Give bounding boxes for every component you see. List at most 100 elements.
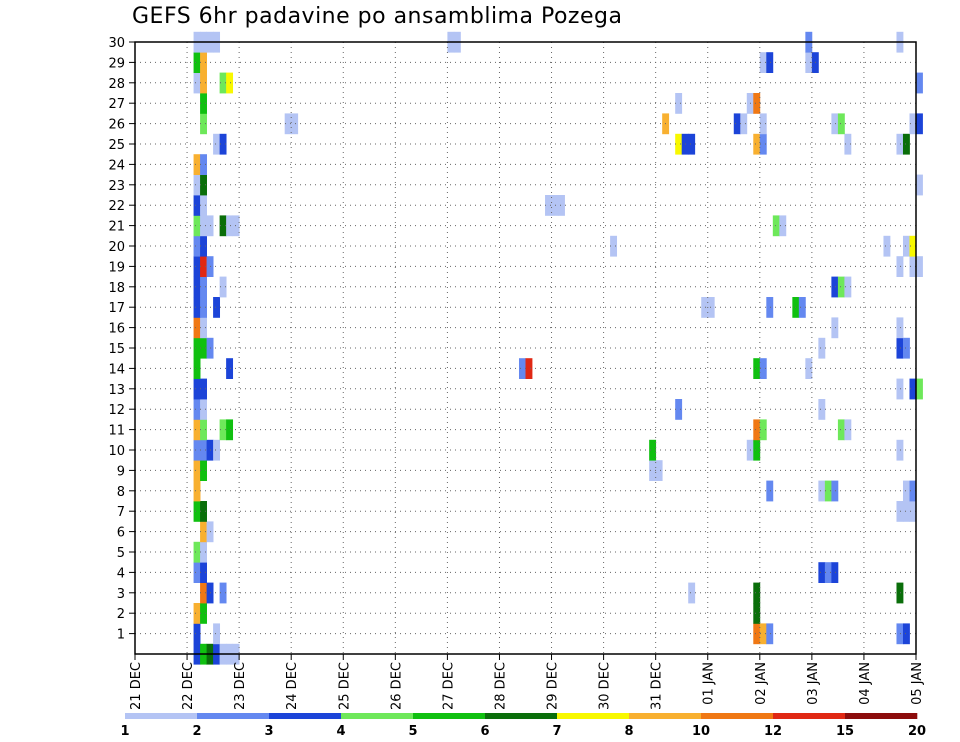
heatmap-cell xyxy=(896,337,904,359)
y-tick-label: 17 xyxy=(108,301,125,316)
heatmap-cell xyxy=(232,215,240,237)
cells-layer xyxy=(193,31,923,665)
heatmap-cell xyxy=(688,582,696,604)
colorbar-label: 7 xyxy=(552,724,561,739)
heatmap-cell xyxy=(193,439,201,461)
heatmap-cell xyxy=(193,501,201,522)
heatmap-cell xyxy=(753,603,761,624)
heatmap-cell xyxy=(193,378,201,400)
heatmap-cell xyxy=(831,276,839,298)
colorbar-swatch xyxy=(125,713,198,719)
heatmap-cell xyxy=(200,460,207,481)
grid-layer xyxy=(135,41,916,654)
heatmap-cell xyxy=(837,113,845,135)
heatmap-cell xyxy=(200,317,207,339)
y-tick-label: 10 xyxy=(108,444,125,459)
heatmap-cell xyxy=(200,154,207,175)
heatmap-cell xyxy=(193,276,201,298)
y-tick-label: 30 xyxy=(108,36,125,51)
heatmap-cell xyxy=(909,480,917,502)
y-tick-label: 14 xyxy=(108,362,125,377)
y-tick-label: 25 xyxy=(108,138,125,153)
x-tick-label: 30 DEC xyxy=(598,662,613,710)
heatmap-cell xyxy=(753,358,761,379)
y-tick-label: 20 xyxy=(108,240,125,255)
heatmap-cell xyxy=(896,582,904,604)
x-tick-label: 29 DEC xyxy=(546,662,561,710)
heatmap-cell xyxy=(902,480,910,502)
heatmap-cell xyxy=(610,235,618,257)
heatmap-cell xyxy=(193,358,201,379)
heatmap-cell xyxy=(844,419,852,441)
x-axis: 21 DEC 22 DEC 23 DEC 24 DEC 25 DEC 26 DEC 27 D… xyxy=(129,654,925,710)
heatmap-cell xyxy=(193,399,201,420)
heatmap-cell xyxy=(902,235,910,257)
x-tick-label: 28 DEC xyxy=(493,662,508,710)
x-tick-label: 22 DEC xyxy=(181,662,196,710)
heatmap-cell xyxy=(798,297,806,318)
y-tick-label: 12 xyxy=(108,403,125,418)
heatmap-cell xyxy=(753,419,761,441)
y-tick-label: 29 xyxy=(108,56,125,71)
heatmap-cell xyxy=(200,113,207,135)
colorbar-label: 1 xyxy=(120,724,129,739)
colorbar-label: 4 xyxy=(336,724,345,739)
heatmap-cell xyxy=(200,439,207,461)
heatmap-cell xyxy=(193,603,201,624)
heatmap-cell xyxy=(902,337,910,359)
heatmap-cell xyxy=(759,113,767,135)
heatmap-cell xyxy=(193,480,201,502)
heatmap-cell xyxy=(193,256,201,277)
heatmap-cell xyxy=(291,113,299,135)
heatmap-cell xyxy=(200,276,207,298)
heatmap-cell xyxy=(909,378,917,400)
colorbar-swatch xyxy=(557,713,630,719)
y-tick-label: 6 xyxy=(117,526,125,541)
heatmap-cell xyxy=(193,562,201,583)
heatmap-cell xyxy=(213,439,221,461)
heatmap-cell xyxy=(818,399,826,420)
colorbar-label: 15 xyxy=(836,724,854,739)
heatmap-cell xyxy=(200,52,207,73)
y-tick-label: 5 xyxy=(117,546,125,561)
x-tick-label: 05 JAN xyxy=(910,662,925,705)
heatmap-cell xyxy=(844,276,852,298)
y-tick-label: 4 xyxy=(117,566,125,581)
heatmap-cell xyxy=(766,297,774,318)
heatmap-cell xyxy=(805,52,813,73)
colorbar-swatch xyxy=(269,713,342,719)
heatmap-cell xyxy=(200,72,207,94)
heatmap-cell xyxy=(200,215,207,237)
heatmap-cell xyxy=(896,133,904,155)
heatmap-cell xyxy=(916,72,923,94)
heatmap-cell xyxy=(213,133,221,155)
heatmap-cell xyxy=(916,256,923,277)
heatmap-cell xyxy=(200,195,207,216)
colorbar-swatch xyxy=(701,713,774,719)
heatmap-cell xyxy=(759,52,767,73)
colorbar-swatch xyxy=(773,713,846,719)
heatmap-cell xyxy=(831,317,839,339)
y-tick-label: 19 xyxy=(108,260,125,275)
heatmap-cell xyxy=(733,113,741,135)
x-tick-label: 04 JAN xyxy=(858,662,873,705)
colorbar-label: 10 xyxy=(692,724,710,739)
x-tick-label: 03 JAN xyxy=(806,662,821,705)
heatmap-cell xyxy=(219,419,227,441)
heatmap-cell xyxy=(193,52,201,73)
x-tick-label: 27 DEC xyxy=(441,662,456,710)
heatmap-cell xyxy=(824,562,832,583)
heatmap-cell xyxy=(219,72,227,94)
heatmap-cell xyxy=(655,460,663,481)
heatmap-cell xyxy=(805,358,813,379)
heatmap-cell xyxy=(844,133,852,155)
heatmap-cell xyxy=(525,358,533,379)
heatmap-cell xyxy=(193,215,201,237)
y-tick-label: 2 xyxy=(117,607,125,622)
x-tick-label: 02 JAN xyxy=(754,662,769,705)
heatmap-cell xyxy=(193,623,201,645)
x-tick-label: 21 DEC xyxy=(129,662,144,710)
heatmap-cell xyxy=(193,541,201,563)
heatmap-cell xyxy=(772,215,780,237)
colorbar-swatch xyxy=(341,713,414,719)
